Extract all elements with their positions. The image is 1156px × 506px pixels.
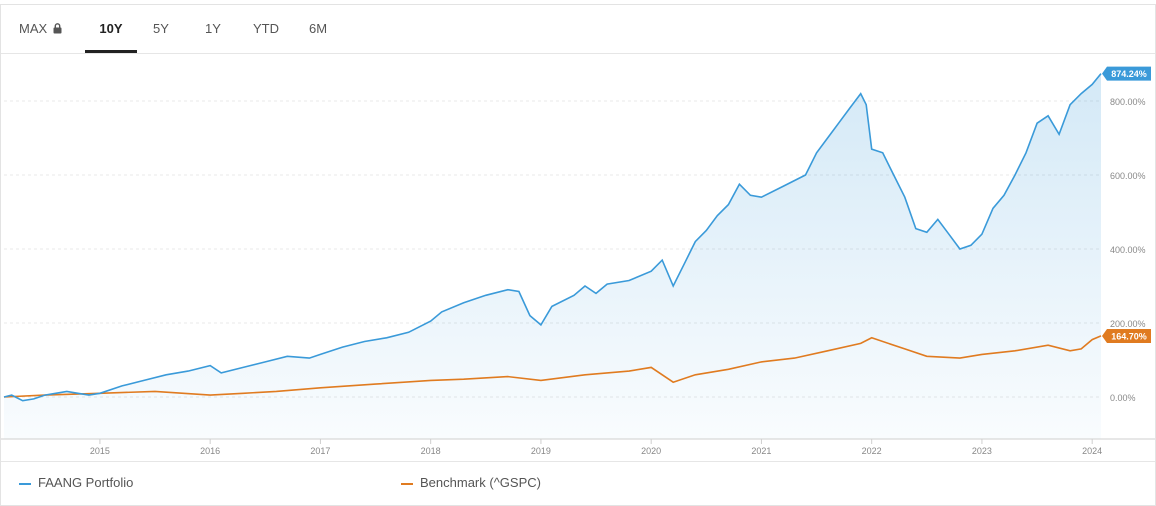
tab-10y[interactable]: 10Y	[85, 5, 137, 53]
tab-1y-label: 1Y	[205, 21, 221, 36]
x-tick-label: 2021	[751, 446, 771, 456]
x-tick-label: 2023	[972, 446, 992, 456]
x-tick-label: 2024	[1082, 446, 1102, 456]
benchmark-swatch	[401, 482, 413, 485]
tab-6m-label: 6M	[309, 21, 328, 36]
tab-10y-label: 10Y	[99, 21, 123, 36]
tab-ytd-label: YTD	[253, 21, 279, 36]
active-tab-indicator	[85, 50, 137, 53]
benchmark-end-label: 164.70%	[1102, 328, 1151, 343]
y-tick-label: 400.00%	[1110, 245, 1146, 255]
tab-1y[interactable]: 1Y	[205, 5, 221, 53]
portfolio-end-label: 874.24%	[1102, 66, 1151, 81]
benchmark-end-label-text: 164.70%	[1111, 331, 1147, 341]
portfolio-end-label-text: 874.24%	[1111, 69, 1147, 79]
x-tick-label: 2020	[641, 446, 661, 456]
legend: FAANG Portfolio Benchmark (^GSPC)	[1, 461, 1155, 506]
chart-area: 2015 2016 2017 2018 2019 2020 2021 2022 2023 2024…	[1, 54, 1155, 461]
y-tick-label: 0.00%	[1110, 393, 1136, 403]
tab-5y[interactable]: 5Y	[153, 5, 169, 53]
tab-5y-label: 5Y	[153, 21, 169, 36]
range-tabs: MAX 10Y 5Y 1Y YTD 6M	[1, 5, 1155, 54]
y-tick-label: 200.00%	[1110, 319, 1146, 329]
benchmark-line	[3, 335, 1102, 398]
y-tick-label: 600.00%	[1110, 171, 1146, 181]
portfolio-area-fill	[4, 73, 1101, 439]
x-tick-label: 2016	[200, 446, 220, 456]
x-tick-label: 2018	[421, 446, 441, 456]
chart-card: MAX 10Y 5Y 1Y YTD 6M 2015 2016 2017 2018 201…	[0, 4, 1156, 506]
portfolio-line	[3, 73, 1102, 402]
tab-6m[interactable]: 6M	[309, 5, 327, 53]
tab-max-label: MAX	[19, 21, 48, 36]
y-tick-label: 800.00%	[1110, 97, 1146, 107]
legend-benchmark-label: Benchmark (^GSPC)	[420, 475, 541, 490]
x-tick-label: 2022	[862, 446, 882, 456]
x-tick-label: 2015	[90, 446, 110, 456]
x-tick-label: 2019	[531, 446, 551, 456]
tab-ytd[interactable]: YTD	[253, 5, 279, 53]
portfolio-swatch	[19, 482, 31, 485]
x-tick-label: 2017	[310, 446, 330, 456]
legend-item-benchmark[interactable]: Benchmark (^GSPC)	[401, 475, 541, 490]
legend-portfolio-label: FAANG Portfolio	[38, 475, 134, 490]
performance-chart: 2015 2016 2017 2018 2019 2020 2021 2022 2023 2024…	[1, 66, 1155, 456]
legend-item-portfolio[interactable]: FAANG Portfolio	[19, 475, 133, 490]
lock-icon	[53, 6, 62, 54]
tab-max[interactable]: MAX	[19, 5, 62, 53]
